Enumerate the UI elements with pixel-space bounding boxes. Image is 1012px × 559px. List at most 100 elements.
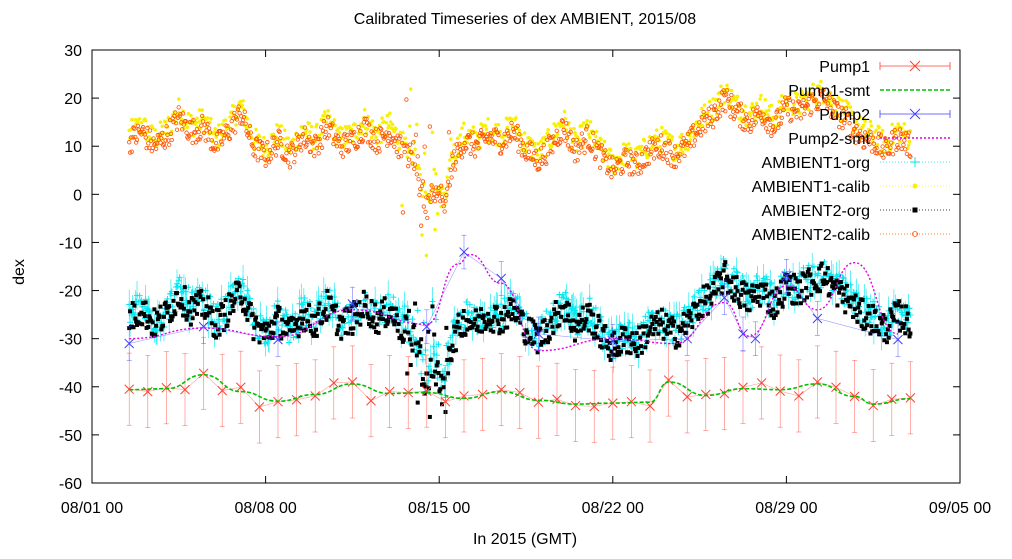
dot-marker bbox=[369, 135, 374, 140]
square-marker bbox=[470, 325, 475, 330]
circle-marker bbox=[219, 139, 224, 144]
square-marker bbox=[441, 385, 446, 390]
circle-marker bbox=[724, 88, 730, 93]
square-marker bbox=[661, 336, 666, 341]
y-tick-label: -20 bbox=[59, 284, 82, 301]
square-marker bbox=[735, 288, 740, 293]
square-marker bbox=[772, 293, 777, 298]
circle-marker bbox=[677, 158, 682, 164]
plus-marker bbox=[677, 336, 684, 343]
square-marker bbox=[416, 340, 421, 345]
circle-marker bbox=[362, 116, 367, 121]
square-marker bbox=[646, 331, 651, 336]
square-marker bbox=[257, 340, 262, 345]
square-marker bbox=[246, 305, 251, 310]
square-marker bbox=[884, 332, 889, 337]
square-marker bbox=[778, 290, 783, 295]
dot-marker bbox=[362, 107, 367, 112]
y-tick-label: -10 bbox=[59, 235, 82, 252]
circle-marker bbox=[761, 112, 766, 117]
square-marker bbox=[621, 343, 626, 348]
square-marker bbox=[794, 301, 799, 306]
square-marker bbox=[535, 350, 540, 355]
square-marker bbox=[687, 315, 692, 320]
square-marker bbox=[158, 304, 163, 309]
square-marker bbox=[778, 279, 783, 284]
square-marker bbox=[717, 274, 722, 279]
dot-marker bbox=[423, 190, 428, 194]
square-marker bbox=[623, 327, 628, 332]
dot-marker bbox=[898, 140, 902, 144]
dot-marker bbox=[568, 127, 573, 131]
circle-marker bbox=[692, 138, 698, 143]
square-marker bbox=[406, 330, 411, 335]
dot-marker bbox=[400, 203, 404, 208]
dot-marker bbox=[627, 142, 631, 146]
circle-marker bbox=[420, 179, 426, 184]
square-marker bbox=[297, 316, 302, 321]
legend-label: Pump1 bbox=[819, 59, 870, 76]
circle-marker bbox=[130, 135, 135, 140]
circle-marker bbox=[672, 144, 678, 149]
square-marker bbox=[374, 322, 379, 327]
square-marker bbox=[209, 321, 214, 326]
square-marker bbox=[884, 340, 889, 345]
circle-marker bbox=[838, 118, 844, 123]
circle-marker bbox=[467, 134, 472, 139]
square-marker bbox=[516, 315, 521, 320]
square-marker bbox=[645, 340, 650, 345]
square-marker bbox=[878, 316, 883, 321]
plus-marker bbox=[498, 301, 505, 308]
circle-marker bbox=[273, 153, 279, 158]
dot-marker bbox=[365, 127, 370, 131]
circle-marker bbox=[602, 153, 607, 158]
dot-marker bbox=[778, 114, 782, 119]
dot-marker bbox=[573, 130, 577, 135]
square-marker bbox=[431, 374, 436, 379]
square-marker bbox=[140, 322, 145, 327]
square-marker bbox=[199, 288, 204, 293]
square-marker bbox=[265, 321, 270, 326]
square-marker bbox=[855, 319, 860, 324]
square-marker bbox=[497, 331, 502, 336]
square-marker bbox=[447, 347, 452, 352]
square-marker bbox=[523, 341, 528, 346]
circle-marker bbox=[425, 215, 430, 221]
dot-marker bbox=[308, 130, 312, 134]
circle-marker bbox=[770, 124, 776, 129]
circle-marker bbox=[819, 93, 824, 98]
circle-marker bbox=[790, 99, 796, 104]
square-marker bbox=[707, 296, 712, 301]
circle-marker bbox=[798, 116, 804, 121]
square-marker bbox=[268, 330, 273, 335]
dot-marker bbox=[769, 103, 774, 108]
plus-marker bbox=[724, 284, 731, 291]
circle-marker bbox=[407, 142, 413, 147]
circle-marker bbox=[623, 152, 628, 157]
square-marker bbox=[337, 314, 342, 319]
square-marker bbox=[474, 327, 479, 332]
plus-marker bbox=[127, 319, 134, 326]
plus-marker bbox=[282, 307, 289, 314]
circle-marker bbox=[523, 154, 528, 160]
circle-marker bbox=[764, 116, 770, 122]
circle-marker bbox=[631, 170, 637, 175]
circle-marker bbox=[161, 141, 167, 146]
square-marker bbox=[873, 308, 878, 313]
dot-marker bbox=[688, 138, 693, 142]
circle-marker bbox=[416, 177, 421, 182]
circle-marker bbox=[542, 155, 547, 161]
dot-marker bbox=[766, 112, 770, 117]
circle-marker bbox=[322, 135, 327, 140]
circle-marker bbox=[300, 132, 306, 137]
square-marker bbox=[825, 266, 830, 271]
square-marker bbox=[334, 303, 339, 308]
dot-marker bbox=[494, 123, 498, 127]
square-marker bbox=[738, 292, 743, 297]
plus-marker bbox=[153, 327, 160, 334]
circle-marker bbox=[187, 119, 193, 125]
circle-marker bbox=[347, 138, 353, 144]
circle-marker bbox=[775, 108, 780, 113]
square-marker bbox=[860, 298, 865, 303]
dot-marker bbox=[819, 79, 823, 84]
